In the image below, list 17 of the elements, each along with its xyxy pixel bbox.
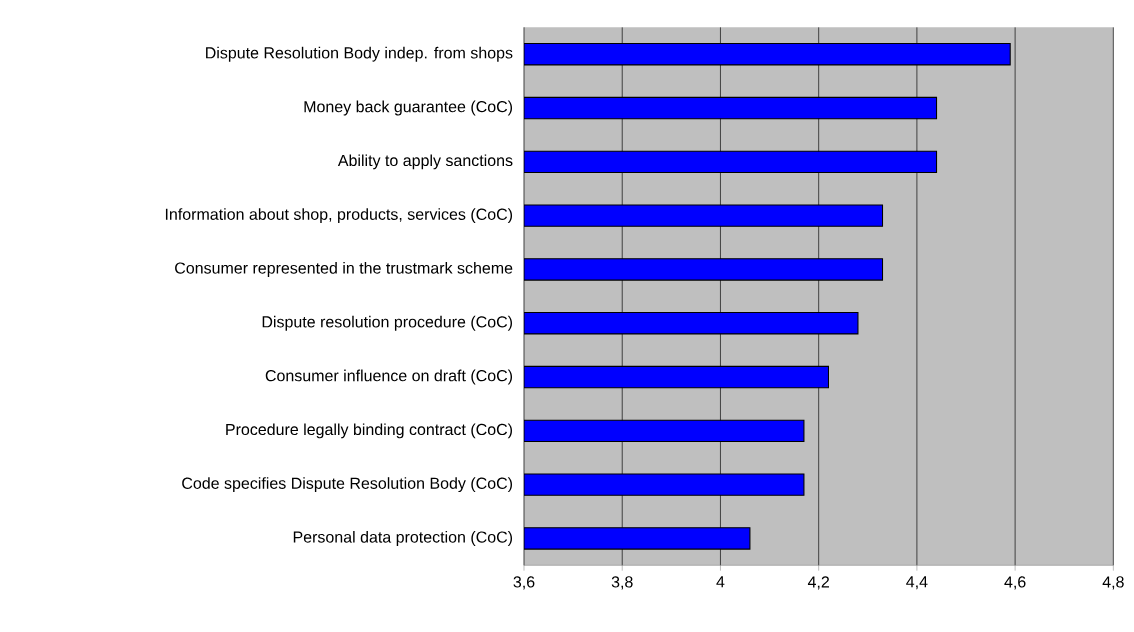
y-tick-label: Information about shop, products, services (CoC) [165, 208, 513, 224]
y-tick-label: Consumer represented in the trustmark scheme [175, 261, 513, 277]
x-tick-label: 4,6 [1004, 576, 1026, 590]
y-tick-label: Procedure legally binding contract (CoC) [226, 423, 513, 439]
x-tick-label: 4 [716, 576, 725, 588]
x-tick-label: 3,8 [611, 576, 633, 590]
x-tick-label: 4,2 [807, 576, 829, 590]
y-tick-label: Dispute Resolution Body indep. from shops [206, 46, 513, 62]
y-tick-label: Personal data protection (CoC) [293, 530, 513, 546]
x-tick-label: 4,4 [906, 576, 928, 590]
x-tick-label: 4,8 [1102, 576, 1124, 590]
y-tick-label: Code specifies Dispute Resolution Body (CoC) [182, 477, 513, 493]
x-tick-label: 3,6 [513, 576, 535, 590]
y-tick-label: Money back guarantee (CoC) [304, 100, 513, 116]
y-tick-label: Ability to apply sanctions [337, 154, 513, 170]
y-tick-label: Consumer influence on draft (CoC) [265, 369, 513, 385]
y-tick-label: Dispute resolution procedure (CoC) [262, 315, 513, 331]
